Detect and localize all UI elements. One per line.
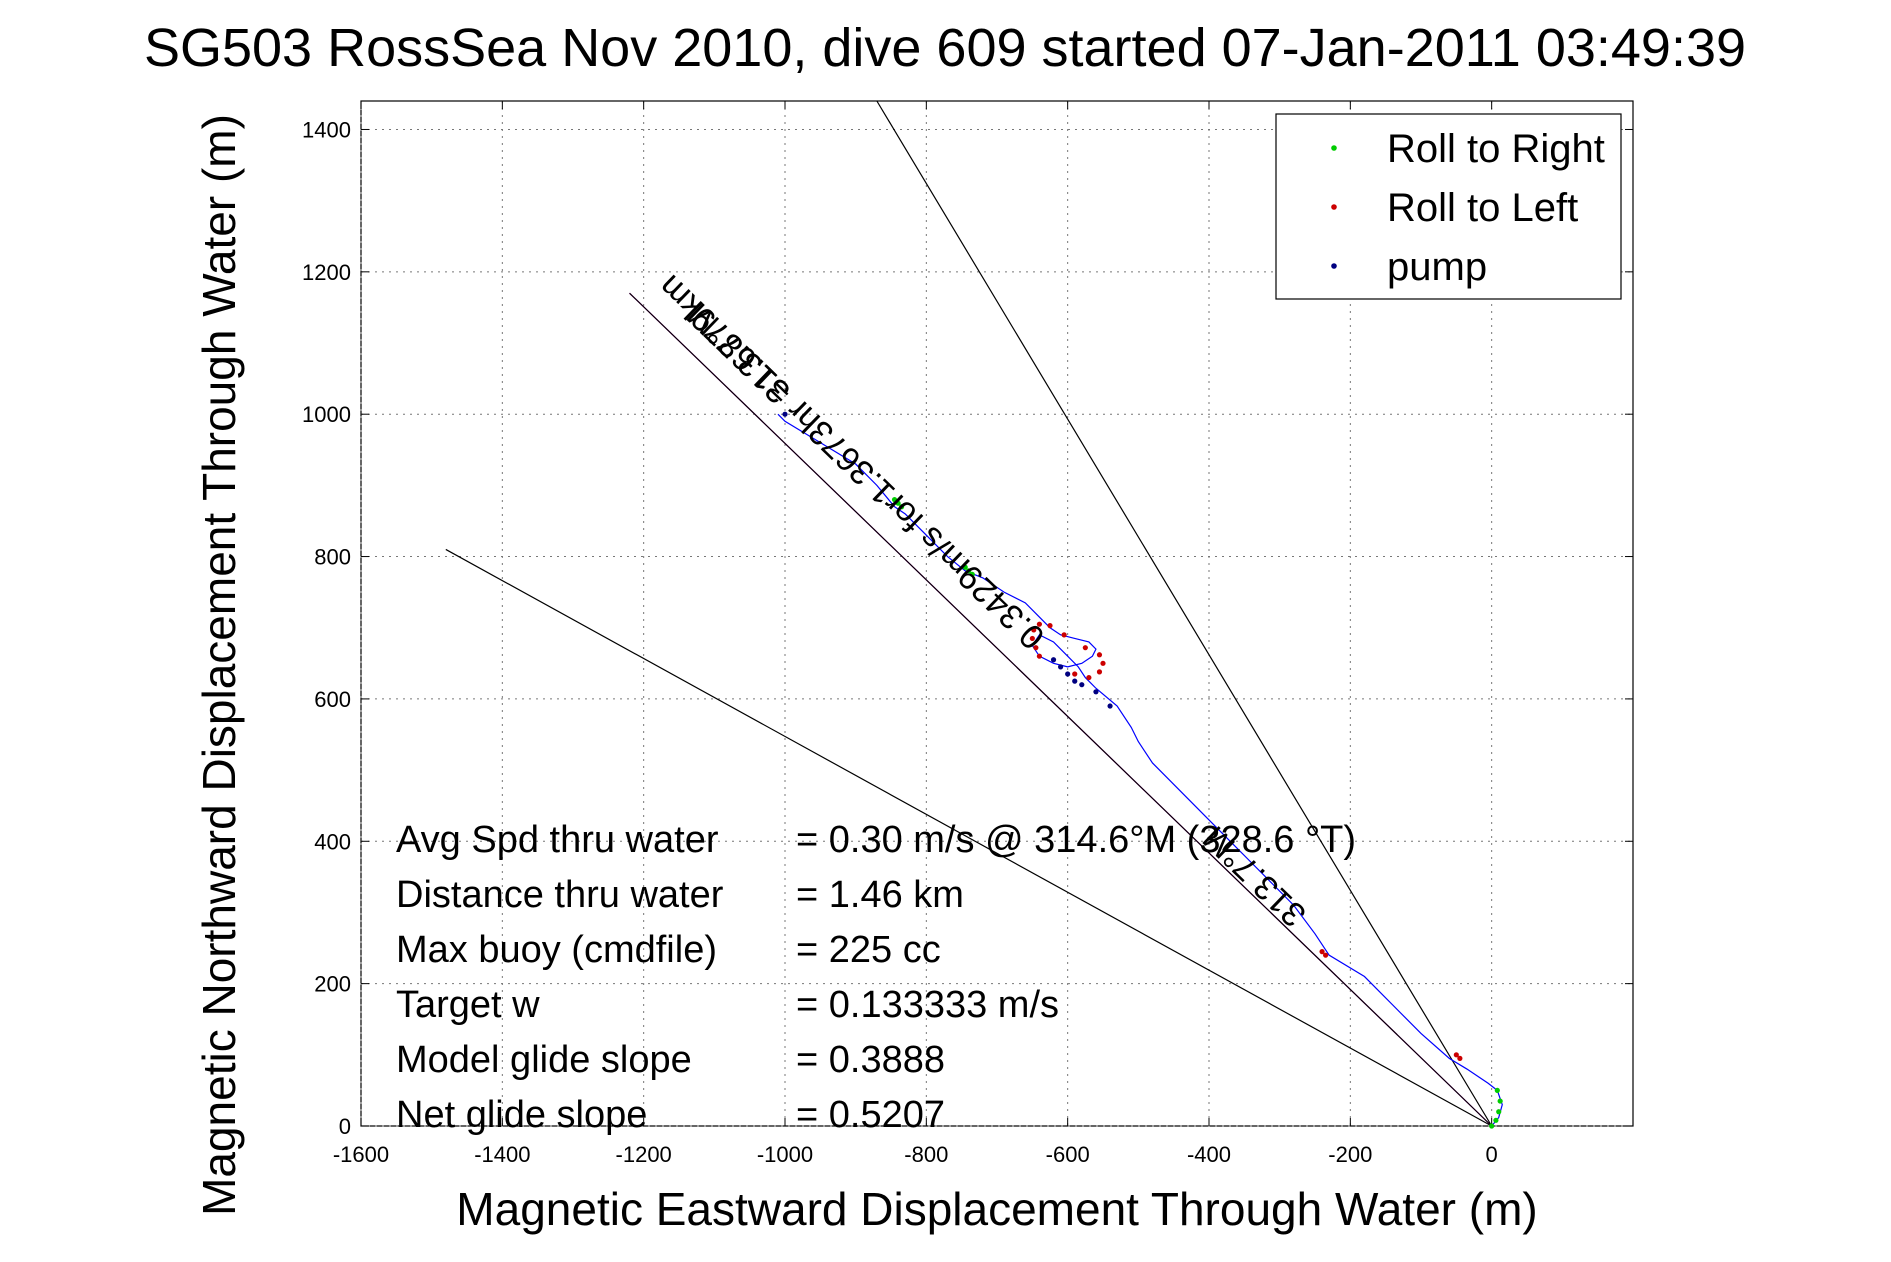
legend-marker: [1331, 204, 1337, 210]
reference-line: [876, 100, 1493, 1127]
roll-right-point: [1496, 1109, 1502, 1115]
x-tick-label: -400: [1187, 1142, 1231, 1167]
stat-label: Target w: [396, 984, 540, 1026]
legend-label: pump: [1387, 245, 1487, 289]
x-tick-label: -1600: [333, 1142, 389, 1167]
roll-right-point: [966, 568, 972, 574]
y-tick-label: 1200: [302, 260, 351, 285]
stat-value: = 0.5207: [796, 1094, 945, 1136]
pump-point: [1065, 671, 1071, 677]
roll-right-point: [1493, 1117, 1499, 1123]
grid: [360, 101, 1633, 1127]
x-tick-label: -600: [1046, 1142, 1090, 1167]
pump-point: [1107, 703, 1113, 709]
legend-entries: Roll to Right Roll to Left pump: [1331, 127, 1605, 289]
x-tick-label: -1200: [616, 1142, 672, 1167]
y-tick-label: 1000: [302, 402, 351, 427]
x-tick-label: -1000: [757, 1142, 813, 1167]
roll-left-point: [1453, 1052, 1459, 1058]
stat-label: Avg Spd thru water: [396, 819, 719, 861]
roll-left-point: [1457, 1055, 1463, 1061]
roll-left-point: [1036, 621, 1042, 627]
pump-point: [782, 411, 788, 417]
roll-right-point: [1489, 1123, 1495, 1129]
pump-point: [1058, 664, 1064, 670]
roll-right-point: [962, 564, 968, 570]
roll-left-point: [1323, 952, 1329, 958]
roll-left-point: [1033, 645, 1039, 651]
legend-label: Roll to Right: [1387, 127, 1605, 171]
reference-lines: [445, 100, 1493, 1127]
chart-title: SG503 RossSea Nov 2010, dive 609 started…: [144, 18, 1746, 78]
x-tick-label: -800: [904, 1142, 948, 1167]
roll-left-point: [1096, 669, 1103, 675]
stat-value: = 225 cc: [796, 929, 941, 971]
legend-marker: [1331, 263, 1337, 269]
stat-label: Net glide slope: [396, 1094, 647, 1136]
y-axis-label: Magnetic Northward Displacement Through …: [193, 114, 245, 1216]
legend-label: Roll to Left: [1387, 186, 1578, 230]
stat-value: = 0.3888: [796, 1039, 945, 1081]
y-tick-label: 1400: [302, 117, 351, 142]
roll-left-point: [1029, 635, 1035, 642]
roll-right-point: [1497, 1098, 1503, 1104]
glider-track: [777, 413, 1503, 1127]
series-layer: [777, 411, 1503, 1129]
stat-value: = 0.133333 m/s: [796, 984, 1059, 1026]
stat-value: = 1.46 km: [796, 874, 964, 916]
y-tick-label: 400: [314, 829, 351, 854]
y-tick-label: 600: [314, 687, 351, 712]
stat-label: Model glide slope: [396, 1039, 692, 1081]
roll-left-point: [1319, 949, 1325, 955]
roll-left-point: [1036, 653, 1042, 659]
x-tick-label: 0: [1486, 1142, 1498, 1167]
x-tick-label: -200: [1328, 1142, 1372, 1167]
stat-label: Max buoy (cmdfile): [396, 929, 717, 971]
y-tick-label: 0: [339, 1114, 351, 1139]
pump-point: [1072, 678, 1078, 684]
legend: Roll to Right Roll to Left pump: [1275, 113, 1622, 300]
roll-left-point: [1061, 632, 1067, 638]
pump-point: [1093, 689, 1099, 695]
roll-left-point: [1086, 674, 1092, 681]
stat-value: = 0.30 m/s @ 314.6°M (328.6 °T): [796, 819, 1356, 861]
reference-line: [445, 548, 1492, 1127]
roll-right-point: [899, 504, 905, 510]
stat-label: Distance thru water: [396, 874, 724, 916]
roll-right-point: [969, 571, 975, 577]
roll-left-point: [1047, 623, 1053, 629]
reference-line: [629, 292, 1493, 1127]
roll-left-point: [1072, 671, 1078, 677]
axis-ticks: -1600 -1400 -1200 -1000 -800 -600 -400 -200 0 0 20…: [302, 101, 1633, 1167]
roll-left-point: [1100, 660, 1106, 666]
roll-right-point: [895, 500, 901, 506]
y-tick-label: 800: [314, 545, 351, 570]
roll-left-point: [1031, 627, 1037, 633]
x-tick-label: -1400: [474, 1142, 530, 1167]
roll-left-point: [1082, 645, 1088, 651]
roll-right-point: [891, 497, 898, 503]
roll-right-point: [1494, 1087, 1500, 1094]
stats-block: Avg Spd thru water = 0.30 m/s @ 314.6°M (…: [396, 819, 1356, 1136]
pump-point: [1079, 682, 1085, 688]
y-tick-label: 200: [314, 972, 351, 997]
pump-point: [1050, 657, 1057, 663]
legend-marker: [1331, 145, 1337, 151]
roll-left-point: [1096, 652, 1103, 658]
x-axis-label: Magnetic Eastward Displacement Through W…: [456, 1183, 1537, 1235]
